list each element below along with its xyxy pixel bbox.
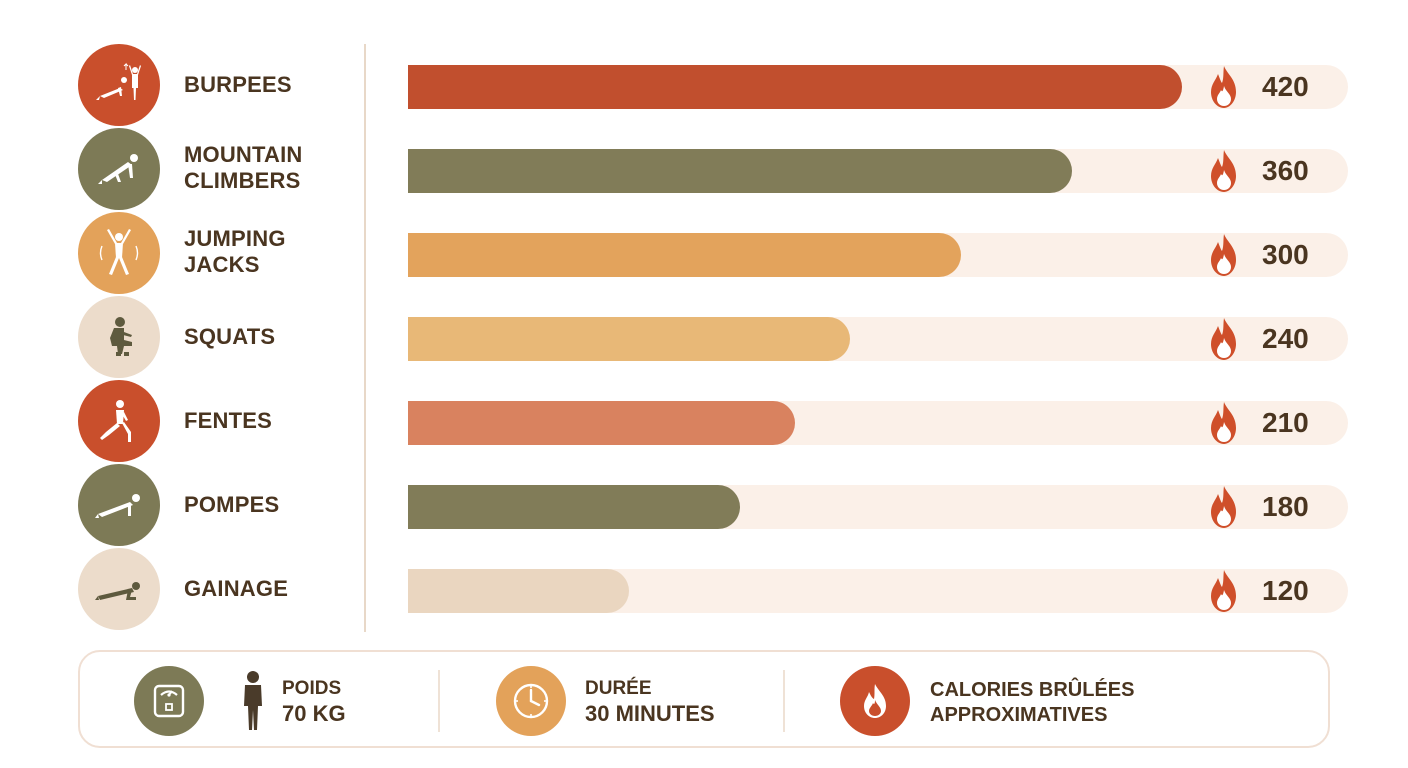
chart-row: FENTES 210 bbox=[0, 380, 1408, 464]
category-label: MOUNTAIN CLIMBERS bbox=[184, 142, 303, 193]
chart-row: SQUATS 240 bbox=[0, 296, 1408, 380]
value-label: 420 bbox=[1262, 71, 1309, 102]
jumping-jack-figure-icon bbox=[78, 212, 160, 294]
mountain-climber-figure-icon bbox=[78, 128, 160, 210]
bar-track bbox=[408, 485, 1348, 529]
weight-label: POIDS bbox=[282, 678, 342, 699]
chart-divider bbox=[364, 44, 366, 632]
weight-value: 70 KG bbox=[282, 701, 346, 726]
bar-track bbox=[408, 233, 1348, 277]
info-footer: POIDS 70 KG DURÉE 30 MINUTES CALORIES BR… bbox=[78, 650, 1330, 748]
burpee-figure-icon bbox=[78, 44, 160, 126]
duration-label: DURÉE bbox=[585, 678, 652, 699]
value-label: 180 bbox=[1262, 491, 1309, 522]
plank-figure-icon bbox=[78, 548, 160, 630]
bar bbox=[408, 569, 629, 613]
chart-row: JUMPING JACKS 300 bbox=[0, 212, 1408, 296]
flame-icon bbox=[1206, 400, 1242, 446]
lunge-figure-icon bbox=[78, 380, 160, 462]
flame-icon bbox=[1206, 148, 1242, 194]
calories-line2: APPROXIMATIVES bbox=[930, 704, 1108, 726]
category-label: POMPES bbox=[184, 492, 280, 517]
flame-icon bbox=[1206, 316, 1242, 362]
bar-track bbox=[408, 65, 1348, 109]
scale-icon bbox=[134, 666, 204, 736]
category-label: FENTES bbox=[184, 408, 272, 433]
bar bbox=[408, 485, 740, 529]
bar bbox=[408, 401, 795, 445]
value-label: 240 bbox=[1262, 323, 1309, 354]
chart-row: BURPEES 420 bbox=[0, 44, 1408, 128]
category-label: JUMPING JACKS bbox=[184, 226, 286, 277]
bar bbox=[408, 149, 1072, 193]
flame-icon bbox=[1206, 232, 1242, 278]
footer-separator bbox=[438, 670, 440, 732]
footer-separator bbox=[783, 670, 785, 732]
flame-icon bbox=[1206, 568, 1242, 614]
bar-track bbox=[408, 401, 1348, 445]
flame-icon bbox=[1206, 484, 1242, 530]
person-icon bbox=[240, 670, 266, 732]
calories-line1: CALORIES BRÛLÉES bbox=[930, 679, 1135, 701]
category-label: BURPEES bbox=[184, 72, 292, 97]
calories-chart: BURPEES 420 MOUNTAIN CLIMBERS 360 JUMPING JA… bbox=[0, 44, 1408, 632]
value-label: 360 bbox=[1262, 155, 1309, 186]
chart-row: GAINAGE 120 bbox=[0, 548, 1408, 632]
value-label: 120 bbox=[1262, 575, 1309, 606]
category-label: SQUATS bbox=[184, 324, 276, 349]
chart-row: POMPES 180 bbox=[0, 464, 1408, 548]
flame-icon bbox=[840, 666, 910, 736]
bar bbox=[408, 233, 961, 277]
flame-icon bbox=[1206, 64, 1242, 110]
pushup-figure-icon bbox=[78, 464, 160, 546]
category-label: GAINAGE bbox=[184, 576, 289, 601]
bar-track bbox=[408, 569, 1348, 613]
squat-figure-icon bbox=[78, 296, 160, 378]
bar bbox=[408, 317, 850, 361]
chart-row: MOUNTAIN CLIMBERS 360 bbox=[0, 128, 1408, 212]
bar-track bbox=[408, 149, 1348, 193]
value-label: 300 bbox=[1262, 239, 1309, 270]
clock-icon bbox=[496, 666, 566, 736]
value-label: 210 bbox=[1262, 407, 1309, 438]
bar-track bbox=[408, 317, 1348, 361]
bar bbox=[408, 65, 1182, 109]
duration-value: 30 MINUTES bbox=[585, 701, 715, 726]
